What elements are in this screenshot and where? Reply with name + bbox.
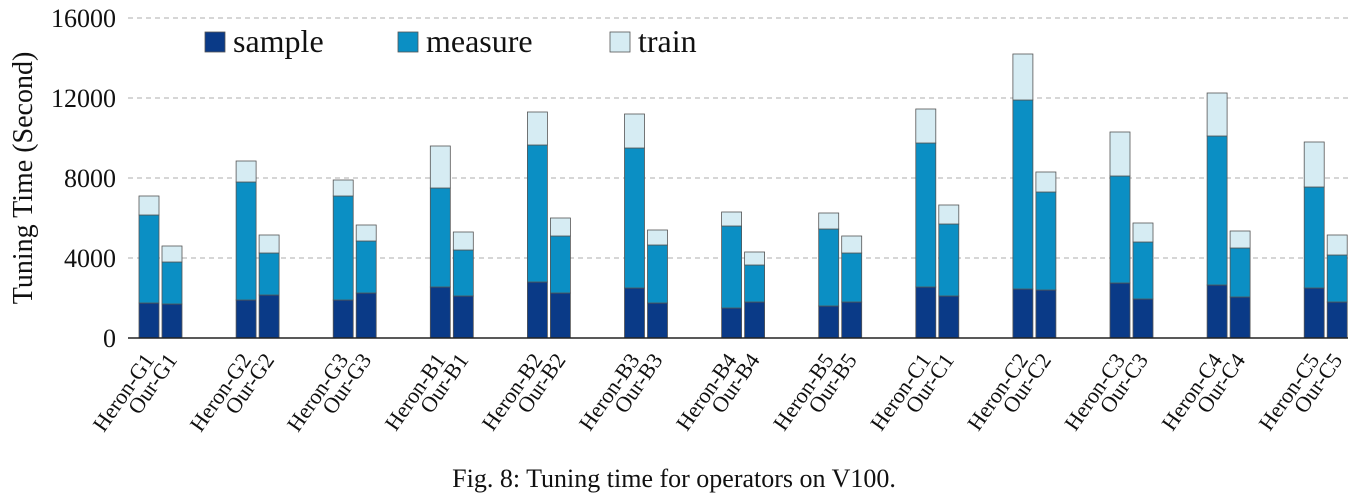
- bar-train-our-b3: [647, 229, 668, 246]
- bar-sample-heron-b1: [429, 286, 451, 339]
- bar-sample-heron-c1: [915, 286, 937, 339]
- bar-measure-heron-c1: [915, 142, 937, 288]
- bar-sample-our-c2: [1035, 289, 1057, 339]
- bar-measure-heron-c3: [1109, 175, 1131, 284]
- bar-train-heron-b1: [429, 145, 451, 189]
- bar-train-heron-b2: [527, 111, 548, 146]
- bar-sample-our-b3: [647, 302, 668, 339]
- y-axis-label: Tuning Time (Second): [8, 52, 39, 305]
- bar-train-our-b4: [744, 251, 765, 266]
- bar-train-our-c3: [1132, 222, 1154, 243]
- bar-sample-heron-g3: [332, 299, 354, 339]
- bar-sample-heron-g1: [138, 302, 160, 339]
- bar-measure-heron-g1: [138, 214, 160, 304]
- bar-measure-heron-c2: [1012, 99, 1034, 290]
- y-tick-label: 16000: [51, 4, 116, 33]
- bar-sample-our-b1: [452, 295, 474, 339]
- bar-measure-our-c1: [938, 223, 960, 297]
- bar-measure-our-g1: [161, 261, 183, 305]
- bar-sample-our-c3: [1132, 298, 1154, 339]
- bar-sample-our-c1: [938, 295, 960, 339]
- y-tick-label: 4000: [64, 244, 116, 273]
- bar-measure-heron-b5: [818, 228, 840, 307]
- bar-sample-heron-c3: [1109, 282, 1131, 339]
- bar-measure-heron-b3: [624, 147, 645, 289]
- bar-measure-our-c5: [1326, 254, 1348, 303]
- bar-measure-our-b5: [841, 252, 863, 303]
- bar-measure-heron-c5: [1303, 186, 1325, 289]
- bar-sample-our-g3: [355, 292, 377, 339]
- bar-train-our-b2: [550, 217, 571, 237]
- legend-swatch-measure: [397, 31, 419, 53]
- bar-train-heron-g3: [332, 179, 354, 197]
- y-tick-label: 12000: [51, 84, 116, 113]
- bar-train-our-c2: [1035, 171, 1057, 193]
- bar-measure-our-g2: [258, 252, 280, 296]
- bar-sample-our-g1: [161, 303, 183, 339]
- bar-measure-heron-c4: [1206, 135, 1228, 286]
- bar-sample-heron-b5: [818, 305, 840, 339]
- bar-sample-heron-c2: [1012, 288, 1034, 339]
- bar-train-heron-g1: [138, 195, 160, 216]
- bar-measure-our-c4: [1229, 247, 1251, 298]
- bar-measure-heron-b2: [527, 144, 548, 283]
- figure-caption: Fig. 8: Tuning time for operators on V10…: [452, 464, 896, 493]
- bar-measure-our-b4: [744, 264, 765, 303]
- bar-sample-heron-c4: [1206, 284, 1228, 339]
- bar-sample-our-b4: [744, 301, 765, 339]
- bar-train-our-b1: [452, 231, 474, 251]
- bar-measure-our-g3: [355, 240, 377, 294]
- bar-sample-our-b2: [550, 292, 571, 339]
- bar-train-heron-c2: [1012, 53, 1034, 101]
- bar-train-our-g2: [258, 234, 280, 254]
- bar-sample-heron-b3: [624, 287, 645, 339]
- bar-sample-our-b5: [841, 301, 863, 339]
- bar-measure-heron-b1: [429, 187, 451, 288]
- legend-swatch-train: [609, 31, 631, 53]
- bar-sample-heron-b4: [721, 307, 742, 339]
- bar-sample-heron-g2: [235, 299, 257, 339]
- bar-sample-our-c4: [1229, 296, 1251, 339]
- bar-train-our-c1: [938, 204, 960, 225]
- legend-swatch-sample: [204, 31, 226, 53]
- bar-train-heron-c1: [915, 108, 937, 144]
- bar-sample-our-g2: [258, 294, 280, 339]
- bar-measure-our-b1: [452, 249, 474, 297]
- bar-train-heron-b4: [721, 211, 742, 227]
- y-tick-labels: 0 4000 8000 12000 16000: [51, 4, 116, 353]
- bar-train-our-c5: [1326, 234, 1348, 256]
- y-tick-label: 0: [103, 324, 116, 353]
- bar-train-our-g1: [161, 245, 183, 263]
- bar-train-heron-c4: [1206, 92, 1228, 137]
- bar-measure-heron-g2: [235, 181, 257, 301]
- bar-train-heron-c5: [1303, 141, 1325, 188]
- bar-sample-our-c5: [1326, 301, 1348, 339]
- bar-train-our-b5: [841, 235, 863, 254]
- bar-train-our-c4: [1229, 230, 1251, 249]
- bar-train-our-g3: [355, 224, 377, 242]
- bar-sample-heron-b2: [527, 281, 548, 339]
- bar-train-heron-b3: [624, 113, 645, 149]
- bar-measure-our-c2: [1035, 191, 1057, 291]
- bars: [138, 53, 1348, 339]
- bar-measure-our-c3: [1132, 241, 1154, 300]
- legend-label-train: train: [638, 23, 697, 59]
- bar-measure-heron-g3: [332, 195, 354, 301]
- bar-train-heron-g2: [235, 160, 257, 183]
- bar-measure-heron-b4: [721, 225, 742, 309]
- legend: sample measure train: [204, 23, 697, 59]
- bar-measure-our-b3: [647, 244, 668, 304]
- bar-measure-our-b2: [550, 235, 571, 294]
- y-tick-label: 8000: [64, 164, 116, 193]
- bar-train-heron-b5: [818, 212, 840, 230]
- bar-train-heron-c3: [1109, 131, 1131, 177]
- legend-label-sample: sample: [233, 23, 324, 59]
- bar-sample-heron-c5: [1303, 287, 1325, 339]
- legend-label-measure: measure: [426, 23, 533, 59]
